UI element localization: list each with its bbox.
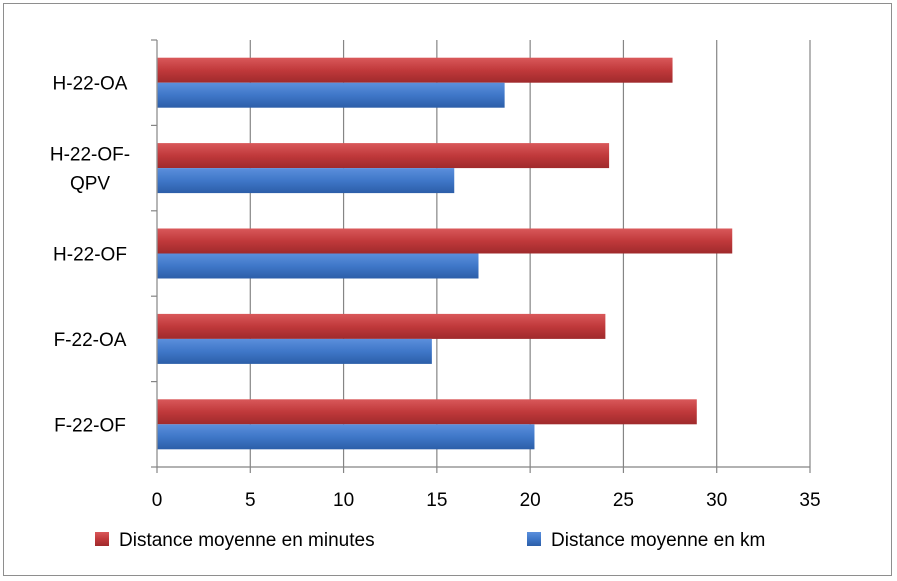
category-label-h-22-oa: H-22-OA xyxy=(53,74,128,95)
x-tick-label-25: 25 xyxy=(613,490,634,511)
axes xyxy=(151,39,811,473)
labels: 0 5 10 15 20 25 30 35 H-22-OA H-22-OF-QPV H-22-OF F… xyxy=(50,74,821,511)
legend-swatch-km xyxy=(527,532,541,546)
category-label-h-22-of-qpv: H-22-OF-QPV xyxy=(50,145,130,195)
bar-km-h-22-of-qpv xyxy=(157,168,455,194)
bar-km-h-22-of xyxy=(157,253,479,279)
bar-km-h-22-oa xyxy=(157,82,505,108)
category-label-f-22-of: F-22-OF xyxy=(54,415,126,436)
x-tick-label-35: 35 xyxy=(799,490,820,511)
legend-label-minutes: Distance moyenne en minutes xyxy=(119,530,375,551)
bars xyxy=(157,57,733,450)
bar-minutes-h-22-oa xyxy=(157,57,673,83)
x-tick-label-30: 30 xyxy=(706,490,727,511)
legend: Distance moyenne en minutes Distance moye… xyxy=(95,530,765,551)
x-tick-label-5: 5 xyxy=(245,490,256,511)
bar-km-f-22-oa xyxy=(157,338,432,364)
bar-km-f-22-of xyxy=(157,424,535,450)
bar-minutes-h-22-of xyxy=(157,228,733,254)
category-label-h-22-of: H-22-OF xyxy=(53,245,127,266)
x-tick-label-10: 10 xyxy=(333,490,354,511)
legend-swatch-minutes xyxy=(95,532,109,546)
bar-minutes-f-22-oa xyxy=(157,313,606,339)
bar-minutes-f-22-of xyxy=(157,399,697,425)
category-label-f-22-oa: F-22-OA xyxy=(54,330,127,351)
x-tick-label-0: 0 xyxy=(152,490,163,511)
bar-minutes-h-22-of-qpv xyxy=(157,143,610,169)
x-tick-label-15: 15 xyxy=(426,490,447,511)
legend-label-km: Distance moyenne en km xyxy=(551,530,765,551)
x-tick-label-20: 20 xyxy=(520,490,541,511)
